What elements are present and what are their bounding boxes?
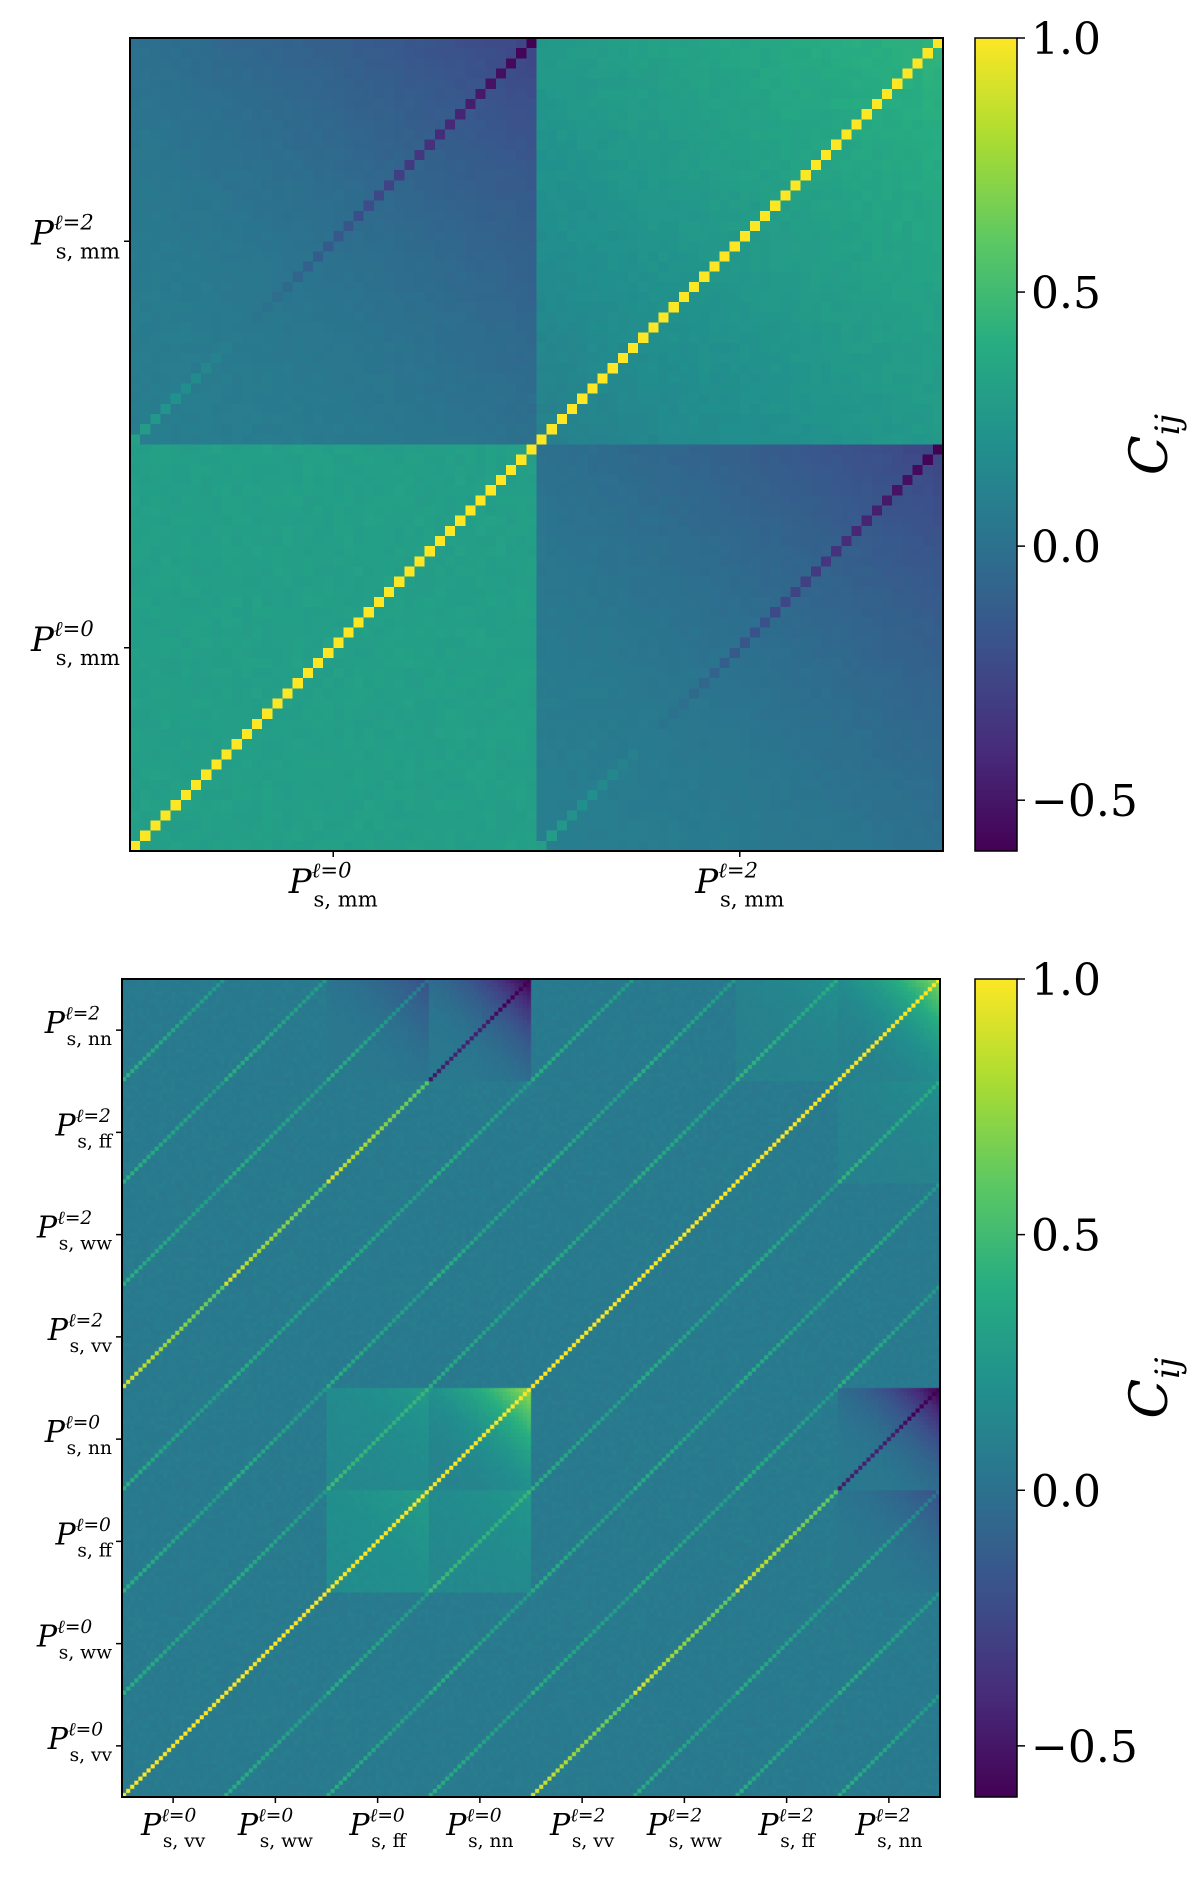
heatmap-panel-bottom: Pℓ=0 s, vv Pℓ=0 s, vv Pℓ=0 s, ww Pℓ=0 s, ww Pℓ=0…: [36, 955, 1188, 1852]
x-tick-label-2: Pℓ=0 s, ff: [348, 1806, 407, 1853]
y-tick-label-2: Pℓ=0 s, ff: [55, 1515, 114, 1562]
heatmap-top-frame: [130, 38, 943, 851]
colorbar-label-1: Cij: [1120, 1357, 1188, 1419]
colorbar-tick-label-1-1: 0.0: [1031, 1466, 1101, 1517]
colorbar-tick-label-0-0: −0.5: [1031, 776, 1138, 827]
x-tick-label-7: Pℓ=2 s, nn: [854, 1806, 922, 1853]
heatmap-top-ticks: Pℓ=0 s, mm Pℓ=0 s, mm Pℓ=2 s, mm Pℓ=2 s, mm: [30, 209, 784, 911]
colorbar-tick-label-1-2: 0.5: [1031, 1211, 1101, 1262]
y-tick-label-4: Pℓ=2 s, vv: [47, 1310, 113, 1357]
x-tick-label-1: Pℓ=2 s, mm: [694, 858, 784, 912]
colorbar-label-0: Cij: [1120, 413, 1188, 475]
heatmap-panel-top: Pℓ=0 s, mm Pℓ=0 s, mm Pℓ=2 s, mm Pℓ=2 s, mm −0.…: [30, 14, 1188, 912]
colorbar-top-bar: [974, 37, 1018, 852]
colorbar-top: −0.5 0.0 0.5 1.0 Cij: [974, 14, 1188, 852]
colorbar-bottom-bar: [974, 978, 1018, 1798]
colorbar-tick-label-1-0: −0.5: [1031, 1722, 1138, 1773]
x-tick-label-1: Pℓ=0 s, ww: [237, 1806, 313, 1853]
y-tick-label-5: Pℓ=2 s, ww: [36, 1208, 112, 1255]
x-tick-label-6: Pℓ=2 s, ff: [757, 1806, 816, 1853]
y-tick-label-6: Pℓ=2 s, ff: [55, 1106, 114, 1153]
heatmap-top-canvas: [130, 38, 943, 851]
x-tick-label-0: Pℓ=0 s, vv: [140, 1806, 206, 1853]
y-tick-label-0: Pℓ=0 s, vv: [47, 1719, 113, 1766]
heatmap-bottom-canvas: [122, 979, 940, 1797]
x-tick-label-3: Pℓ=0 s, nn: [445, 1806, 513, 1853]
y-tick-label-7: Pℓ=2 s, nn: [44, 1004, 112, 1051]
x-tick-label-4: Pℓ=2 s, vv: [549, 1806, 615, 1853]
x-tick-label-0: Pℓ=0 s, mm: [288, 858, 378, 912]
y-tick-label-1: Pℓ=0 s, ww: [36, 1617, 112, 1664]
colorbar-bottom: −0.5 0.0 0.5 1.0 Cij: [974, 955, 1188, 1798]
heatmap-bottom-border: [121, 978, 941, 1798]
y-tick-label-1: Pℓ=2 s, mm: [30, 209, 120, 263]
colorbar-tick-label-0-3: 1.0: [1031, 14, 1101, 65]
colorbar-tick-label-1-3: 1.0: [1031, 955, 1101, 1006]
heatmap-top-border: [129, 37, 944, 852]
heatmap-bottom-ticks: Pℓ=0 s, vv Pℓ=0 s, vv Pℓ=0 s, ww Pℓ=0 s, ww Pℓ=0…: [36, 1004, 923, 1852]
colorbar-tick-label-0-2: 0.5: [1031, 268, 1101, 319]
colorbar-tick-label-0-1: 0.0: [1031, 522, 1101, 573]
y-tick-label-3: Pℓ=0 s, nn: [44, 1413, 112, 1460]
heatmap-bottom-frame: [122, 979, 940, 1797]
x-tick-label-5: Pℓ=2 s, ww: [646, 1806, 722, 1853]
y-tick-label-0: Pℓ=0 s, mm: [30, 616, 120, 670]
